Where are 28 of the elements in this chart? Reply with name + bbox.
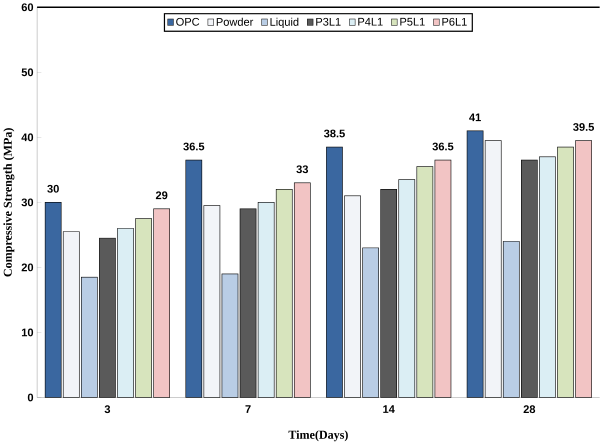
x-axis-title: Time(Days) (288, 430, 348, 442)
data-label: 38.5 (324, 130, 345, 138)
data-label: 36.5 (432, 142, 454, 151)
data-label: 33 (296, 166, 308, 174)
y-tick-label: 30 (22, 198, 34, 206)
y-tick-label: 10 (22, 328, 34, 337)
legend-label: P3L1 (316, 18, 341, 26)
legend-label: P6L1 (442, 18, 467, 26)
legend-label: Powder (216, 18, 254, 26)
data-label: 39.5 (573, 123, 594, 132)
x-tick-label: 14 (383, 405, 395, 414)
legend-label: P5L1 (400, 18, 425, 26)
y-tick-label: 50 (22, 68, 34, 76)
x-tick-label: 3 (104, 405, 110, 414)
y-axis-title: Compressive Strength (MPa) (3, 128, 14, 277)
legend-label: Liquid (270, 18, 298, 28)
y-tick-label: 0 (28, 394, 34, 402)
data-label: 30 (47, 185, 59, 193)
y-tick-label: 40 (21, 134, 34, 142)
y-tick-label: 60 (22, 4, 34, 12)
data-label: 36.5 (183, 142, 204, 151)
x-tick-label: 7 (245, 405, 251, 414)
legend-label: OPC (176, 18, 200, 26)
data-label: 41 (469, 114, 481, 122)
x-tick-label: 28 (524, 405, 536, 414)
data-label: 29 (156, 192, 168, 200)
legend-label: P4L1 (358, 18, 383, 26)
y-tick-label: 20 (22, 264, 34, 272)
